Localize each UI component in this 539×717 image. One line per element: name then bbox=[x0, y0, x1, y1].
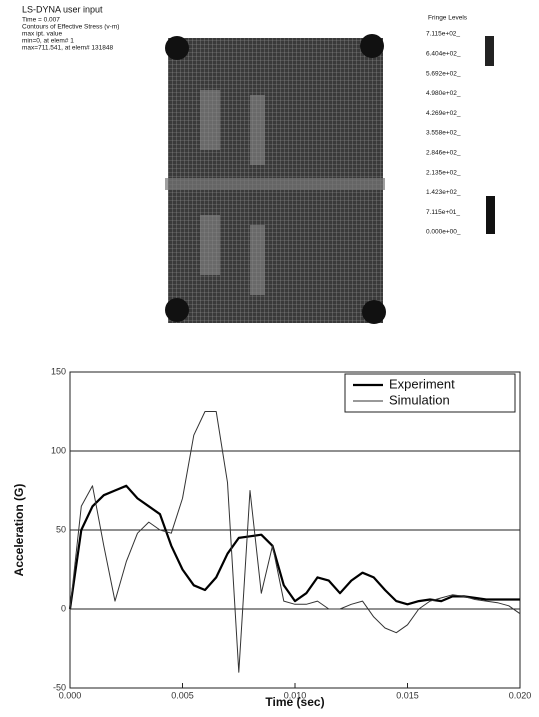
x-tick-label: 0.005 bbox=[171, 690, 194, 700]
stress-patch bbox=[200, 215, 220, 275]
stress-patch bbox=[200, 90, 220, 150]
fringe-level: 0.000e+00_ bbox=[426, 229, 461, 236]
fringe-level: 7.115e+02_ bbox=[426, 31, 460, 38]
legend-label: Experiment bbox=[389, 376, 455, 391]
x-tick-label: 0.000 bbox=[59, 690, 82, 700]
fringe-level: 1.423e+02_ bbox=[426, 189, 461, 196]
fringe-level: 2.846e+02_ bbox=[426, 150, 461, 157]
y-axis-label: Acceleration (G) bbox=[12, 484, 26, 577]
y-tick-label: 150 bbox=[51, 366, 66, 376]
fringe-title: Fringe Levels bbox=[428, 15, 468, 22]
stress-band bbox=[165, 178, 385, 190]
y-tick-label: 50 bbox=[56, 524, 66, 534]
model-info: Contours of Effective Stress (v-m) bbox=[22, 24, 119, 31]
fringe-level: 7.115e+01_ bbox=[426, 209, 460, 216]
model-title: LS-DYNA user input bbox=[22, 4, 103, 14]
model-info: max=711.541, at elem# 131848 bbox=[22, 45, 114, 52]
y-tick-label: 0 bbox=[61, 603, 66, 613]
fringe-level: 4.980e+02_ bbox=[426, 90, 461, 97]
fringe-level: 3.558e+02_ bbox=[426, 130, 461, 137]
y-tick-label: 100 bbox=[51, 445, 66, 455]
corner bbox=[360, 34, 384, 58]
fringe-level: 2.135e+02_ bbox=[426, 169, 461, 176]
stress-patch bbox=[250, 95, 265, 165]
fringe-swatch bbox=[486, 196, 495, 234]
figure: LS-DYNA user input Time = 0.007Contours … bbox=[0, 0, 539, 712]
model-info: Time = 0.007 bbox=[22, 17, 60, 24]
corner bbox=[362, 300, 386, 324]
corner bbox=[165, 298, 189, 322]
x-tick-label: 0.020 bbox=[509, 690, 532, 700]
page: {"model_view": {"title": "LS-DYNA user i… bbox=[0, 0, 539, 717]
model-view: LS-DYNA user input Time = 0.007Contours … bbox=[22, 4, 495, 324]
fringe-level: 6.404e+02_ bbox=[426, 51, 461, 58]
corner bbox=[165, 36, 189, 60]
legend-label: Simulation bbox=[389, 392, 450, 407]
model-info: min=0, at elem# 1 bbox=[22, 38, 74, 45]
x-tick-label: 0.015 bbox=[396, 690, 419, 700]
series-line bbox=[70, 486, 520, 609]
stress-patch bbox=[250, 225, 265, 295]
x-axis-label: Time (sec) bbox=[265, 695, 324, 709]
model-info: max ipt. value bbox=[22, 31, 62, 38]
fringe-swatch bbox=[485, 36, 494, 66]
fringe-level: 4.269e+02_ bbox=[426, 110, 461, 117]
fringe-level: 5.692e+02_ bbox=[426, 70, 461, 77]
